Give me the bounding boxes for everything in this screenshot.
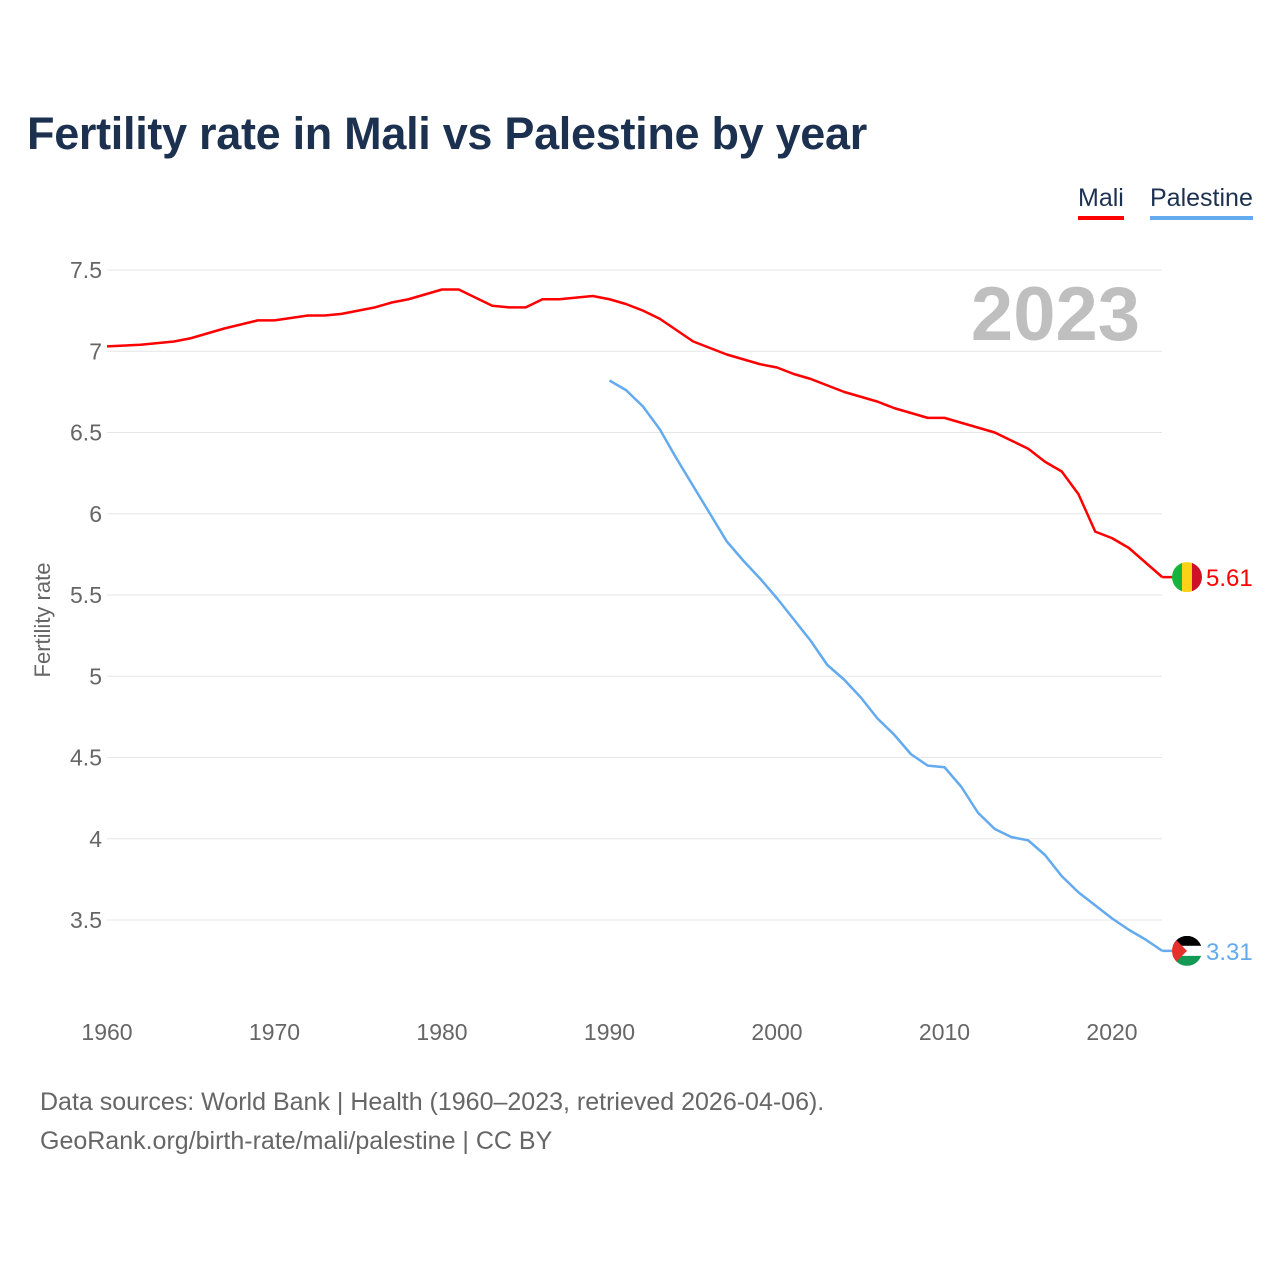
- flag-stripe: [1172, 955, 1202, 966]
- mali-flag-icon: [1172, 562, 1202, 593]
- flag-fill: [1172, 562, 1202, 593]
- flag-stripe: [1192, 562, 1202, 593]
- chart-title: Fertility rate in Mali vs Palestine by y…: [27, 108, 867, 159]
- y-tick-label: 5.5: [70, 582, 102, 608]
- flag-stripe: [1172, 935, 1202, 946]
- series-line-palestine: [608, 379, 1163, 952]
- legend-item-mali[interactable]: Mali: [1078, 184, 1124, 220]
- year-label: 2023: [971, 272, 1140, 357]
- y-tick-label: 4: [89, 826, 102, 852]
- legend-item-palestine[interactable]: Palestine: [1150, 184, 1253, 220]
- footer-link[interactable]: GeoRank.org/birth-rate/mali/palestine | …: [40, 1127, 553, 1155]
- y-tick-label: 6.5: [70, 420, 102, 446]
- flag-triangle: [1172, 935, 1187, 966]
- y-tick-label: 7: [89, 338, 102, 364]
- y-axis-label: Fertility rate: [30, 563, 55, 678]
- footer-sources: Data sources: World Bank | Health (1960–…: [40, 1088, 825, 1116]
- x-tick-label: 2020: [1086, 1019, 1137, 1045]
- y-tick-label: 3.5: [70, 907, 102, 933]
- y-tick-label: 6: [89, 501, 102, 527]
- y-tick-label: 5: [89, 663, 102, 689]
- flag-stripe: [1182, 562, 1192, 593]
- y-tick-label: 7.5: [70, 257, 102, 283]
- x-tick-label: 2000: [751, 1019, 802, 1045]
- y-tick-label: 4.5: [70, 745, 102, 771]
- x-tick-label: 1980: [416, 1019, 467, 1045]
- palestine-flag-icon: [1172, 935, 1202, 966]
- x-tick-label: 2010: [919, 1019, 970, 1045]
- series-line-mali: [106, 288, 1164, 579]
- x-tick-label: 1990: [584, 1019, 635, 1045]
- x-tick-label: 1970: [249, 1019, 300, 1045]
- end-value-label: 3.31: [1206, 939, 1253, 966]
- flag-fill: [1172, 935, 1202, 966]
- end-value-label: 5.61: [1206, 565, 1253, 592]
- x-tick-label: 1960: [81, 1019, 132, 1045]
- flag-stripe: [1172, 562, 1182, 593]
